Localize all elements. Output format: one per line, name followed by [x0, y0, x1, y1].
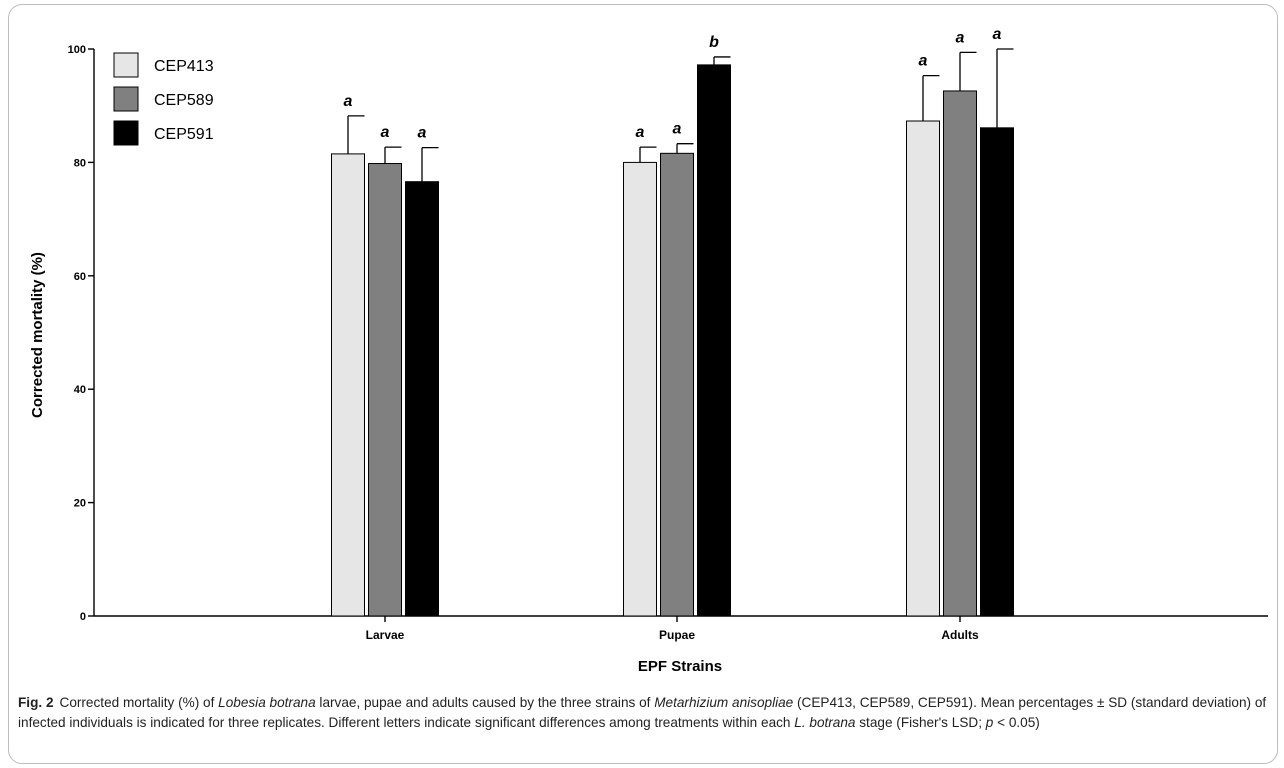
- caption-segment: Metarhizium anisopliae: [654, 695, 794, 710]
- significance-letter: a: [344, 93, 353, 110]
- bar: [660, 152, 694, 617]
- significance-letter: a: [418, 125, 427, 142]
- legend-label: CEP591: [154, 126, 214, 143]
- caption-segment: < 0.05): [993, 715, 1040, 730]
- legend-label: CEP413: [154, 58, 214, 75]
- y-tick-label: 80: [74, 157, 86, 169]
- caption-segment: larvae, pupae and adults caused by the t…: [315, 695, 655, 710]
- significance-letter: a: [381, 124, 390, 141]
- caption-segment: p: [985, 715, 994, 730]
- y-tick-label: 60: [74, 271, 86, 283]
- figure-label: Fig. 2: [18, 695, 54, 710]
- caption-segment: stage (Fisher's LSD;: [855, 715, 986, 730]
- y-tick-label: 100: [68, 44, 86, 56]
- bar: [623, 161, 657, 617]
- bar: [906, 120, 940, 617]
- bar: [943, 90, 977, 617]
- x-tick-label: Larvae: [366, 628, 405, 642]
- significance-letter: a: [673, 121, 682, 138]
- x-tick-label: Adults: [941, 628, 979, 642]
- significance-letter: a: [956, 29, 965, 46]
- significance-letter: a: [993, 26, 1002, 43]
- figure-caption: Fig. 2 Corrected mortality (%) of Lobesia…: [18, 693, 1270, 733]
- y-tick-label: 0: [80, 611, 86, 623]
- y-tick-label: 20: [74, 498, 86, 510]
- legend-label: CEP589: [154, 92, 214, 109]
- significance-letter: b: [709, 34, 719, 51]
- caption-segment: (CEP413, CEP589, CEP591). Mean percentag…: [18, 695, 1267, 730]
- legend-swatch: [113, 120, 139, 146]
- caption-text: Corrected mortality (%) of Lobesia botra…: [18, 695, 1266, 730]
- y-tick-label: 40: [74, 384, 86, 396]
- significance-letter: a: [919, 53, 928, 70]
- legend-swatch: [113, 86, 139, 112]
- caption-segment: Corrected mortality (%) of: [59, 695, 219, 710]
- x-tick-label: Pupae: [659, 628, 695, 642]
- y-axis-title: Corrected mortality (%): [29, 252, 46, 418]
- bar: [368, 163, 402, 617]
- x-axis-title: EPF Strains: [638, 658, 722, 675]
- bar: [980, 127, 1014, 617]
- x-axis: Larvae Pupae Adults: [94, 615, 1268, 642]
- bar: [697, 64, 731, 617]
- caption-segment: Lobesia botrana: [218, 695, 316, 710]
- significance-letter: a: [636, 124, 645, 141]
- legend: CEP413 CEP589 CEP591: [113, 52, 214, 146]
- bars: a a a a a b a a a: [331, 26, 1014, 617]
- bar: [405, 181, 439, 617]
- y-axis: 0 20 40 60 80 100: [68, 44, 95, 623]
- bar: [331, 153, 365, 617]
- legend-swatch: [113, 52, 139, 78]
- caption-segment: L. botrana: [794, 715, 856, 730]
